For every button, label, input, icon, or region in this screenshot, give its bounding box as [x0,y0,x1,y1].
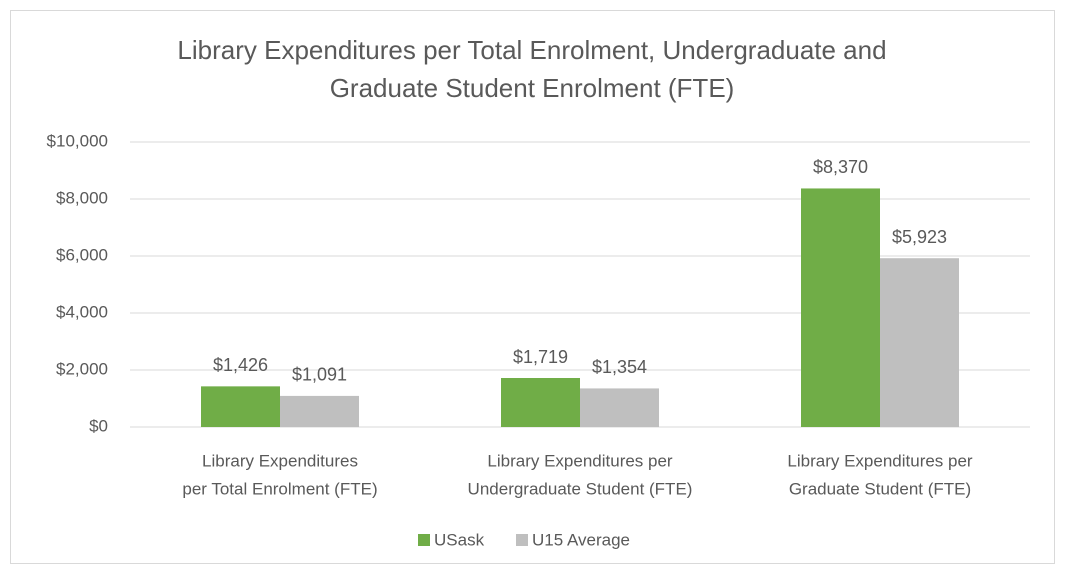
legend-label: USask [434,530,485,549]
data-label: $1,426 [213,355,268,375]
x-tick-label: per Total Enrolment (FTE) [182,479,377,498]
legend-label: U15 Average [532,530,630,549]
chart-title: Library Expenditures per Total Enrolment… [177,35,886,65]
y-tick-label: $8,000 [56,188,108,207]
bar [201,386,280,427]
x-tick-label: Undergraduate Student (FTE) [468,479,693,498]
data-label: $8,370 [813,157,868,177]
y-tick-label: $10,000 [47,131,108,150]
legend-swatch [516,534,528,546]
x-tick-label: Graduate Student (FTE) [789,479,971,498]
chart-title: Graduate Student Enrolment (FTE) [330,73,735,103]
bar [801,188,880,427]
x-tick-label: Library Expenditures per [787,451,973,470]
bar [280,395,359,427]
y-tick-label: $4,000 [56,302,108,321]
x-tick-label: Library Expenditures [202,451,358,470]
y-tick-label: $6,000 [56,245,108,264]
data-label: $1,354 [592,357,647,377]
y-tick-label: $2,000 [56,359,108,378]
data-label: $1,091 [292,365,347,385]
y-tick-label: $0 [89,416,108,435]
bar [580,388,659,427]
data-label: $5,923 [892,227,947,247]
data-label: $1,719 [513,347,568,367]
x-tick-label: Library Expenditures per [487,451,673,470]
legend-swatch [418,534,430,546]
bar [880,258,959,427]
bar [501,378,580,427]
